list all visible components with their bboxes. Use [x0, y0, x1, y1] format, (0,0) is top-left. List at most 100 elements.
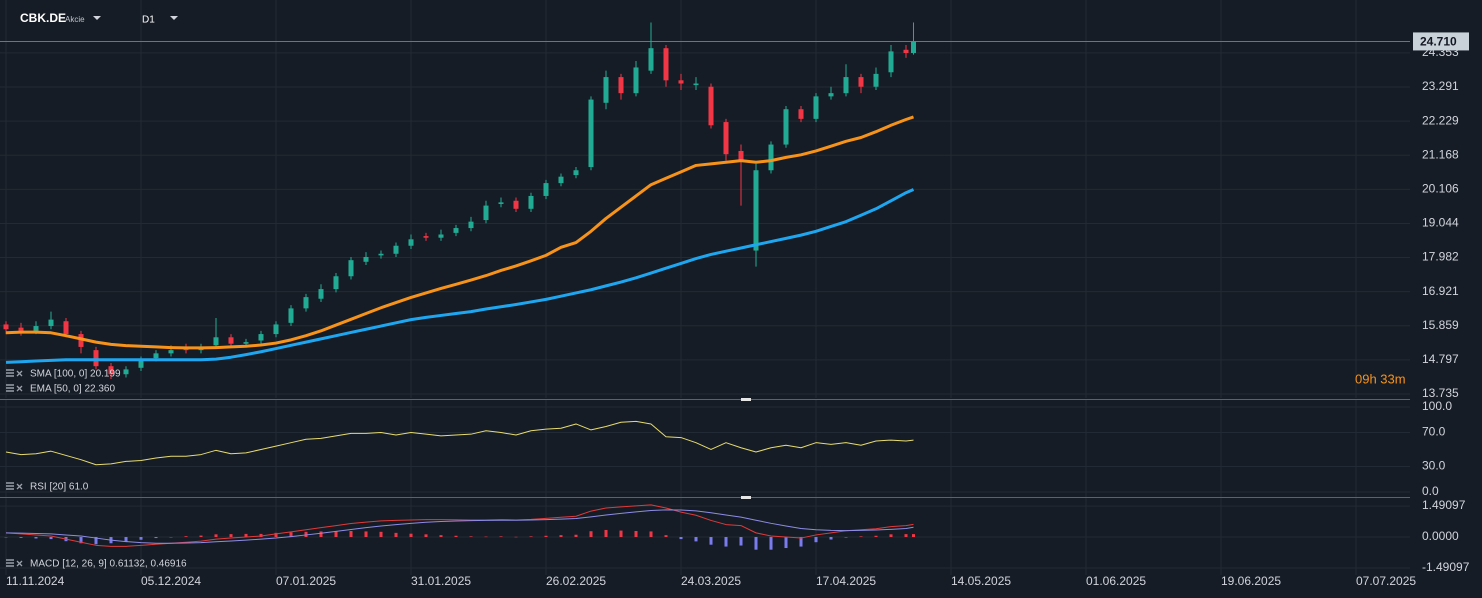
histogram-bar	[259, 533, 263, 538]
x-tick-label: 07.01.2025	[276, 574, 336, 588]
histogram-bar	[514, 536, 518, 538]
timeframe-dropdown[interactable]	[170, 16, 178, 20]
candle-body	[258, 334, 264, 341]
candle-body	[663, 48, 669, 81]
indicator-line	[5, 420, 914, 466]
histogram-bar	[484, 536, 488, 538]
histogram-bar	[394, 532, 398, 538]
candle-body	[33, 326, 39, 331]
countdown: 09h 33m	[1355, 371, 1406, 386]
candle-body	[903, 49, 909, 54]
indicator-line	[5, 188, 915, 364]
legend-remove-icon[interactable]	[16, 385, 23, 392]
candle-body	[468, 221, 474, 229]
indicator-line	[5, 115, 914, 350]
candle-body	[63, 321, 69, 335]
pane-resize-handle[interactable]	[741, 496, 751, 499]
candle-body	[78, 334, 84, 347]
candle-body	[633, 67, 639, 94]
histogram-bar	[769, 537, 773, 550]
candle-body	[378, 253, 384, 256]
histogram-bar	[499, 536, 503, 538]
symbol-dropdown[interactable]	[93, 16, 101, 20]
candle-body	[768, 144, 774, 171]
x-tick-label: 19.06.2025	[1221, 574, 1281, 588]
x-tick-label: 26.02.2025	[546, 574, 606, 588]
candle-body	[3, 324, 9, 330]
legend-settings-icon[interactable]	[6, 482, 14, 490]
candle-body	[543, 183, 549, 196]
candle-body	[498, 202, 504, 204]
candle-body	[888, 51, 894, 73]
histogram-bar	[724, 537, 728, 547]
candle-body	[828, 93, 834, 97]
histogram-bar	[544, 535, 548, 538]
histogram-bar	[912, 534, 915, 538]
histogram-bar	[634, 531, 638, 538]
x-tick-label: 24.03.2025	[681, 574, 741, 588]
y-tick-label: 21.168	[1422, 147, 1459, 161]
histogram-bar	[214, 534, 218, 538]
y-tick-label: 14.797	[1422, 352, 1459, 366]
histogram-bar	[364, 531, 368, 538]
histogram-bar	[409, 533, 413, 538]
legend-entry[interactable]: SMA [100, 0] 20.199	[30, 369, 121, 380]
timeframe[interactable]: D1	[142, 15, 155, 26]
legend-settings-icon[interactable]	[6, 384, 14, 392]
candle-body	[243, 342, 249, 344]
candle-body	[483, 205, 489, 221]
histogram-bar	[874, 535, 878, 538]
legend-remove-icon[interactable]	[16, 370, 23, 377]
candle-body	[438, 234, 444, 238]
histogram-bar	[169, 537, 173, 538]
histogram-bar	[889, 534, 893, 538]
candle-body	[288, 308, 294, 323]
candle-body	[123, 369, 129, 375]
x-tick-label: 31.01.2025	[411, 574, 471, 588]
candle-body	[648, 48, 654, 71]
histogram-bar	[229, 534, 233, 538]
pane-resize-handle[interactable]	[741, 398, 751, 401]
legend-entry[interactable]: RSI [20] 61.0	[30, 482, 89, 493]
symbol[interactable]: CBK.DE	[20, 11, 66, 25]
candle-body	[858, 77, 864, 87]
legend-settings-icon[interactable]	[6, 559, 14, 567]
legend-entry[interactable]: EMA [50, 0] 22.360	[30, 384, 115, 395]
y-tick-label: -1.49097	[1422, 560, 1470, 574]
asset-type: Akcie	[65, 15, 85, 24]
legend-settings-icon[interactable]	[6, 369, 14, 377]
indicator-line	[5, 504, 914, 547]
y-tick-label: 70.0	[1422, 425, 1446, 439]
histogram-bar	[559, 535, 563, 538]
histogram-bar	[529, 536, 533, 538]
last-price-box	[1413, 32, 1469, 51]
x-tick-label: 07.07.2025	[1356, 574, 1416, 588]
candle-body	[843, 77, 849, 94]
candle-body	[333, 276, 339, 290]
histogram-bar	[859, 536, 863, 538]
candle-body	[108, 366, 114, 375]
histogram-bar	[739, 537, 743, 546]
x-tick-label: 05.12.2024	[141, 574, 201, 588]
legend-remove-icon[interactable]	[16, 483, 23, 490]
candle-body	[168, 350, 174, 354]
histogram-bar	[274, 532, 278, 538]
candle-body	[738, 150, 744, 161]
histogram-bar	[319, 531, 323, 538]
candle-body	[393, 245, 399, 254]
candle-body	[408, 239, 414, 246]
histogram-bar	[709, 537, 713, 545]
legend-entry[interactable]: MACD [12, 26, 9] 0.61132, 0.46916	[30, 559, 187, 570]
legend-remove-icon[interactable]	[16, 560, 23, 567]
candle-body	[153, 353, 159, 359]
histogram-bar	[814, 537, 818, 543]
x-tick-label: 17.04.2025	[816, 574, 876, 588]
histogram-bar	[454, 535, 458, 538]
histogram-bar	[199, 535, 203, 538]
y-tick-label: 30.0	[1422, 459, 1446, 473]
candle-body	[573, 170, 579, 176]
candle-body	[528, 195, 534, 209]
